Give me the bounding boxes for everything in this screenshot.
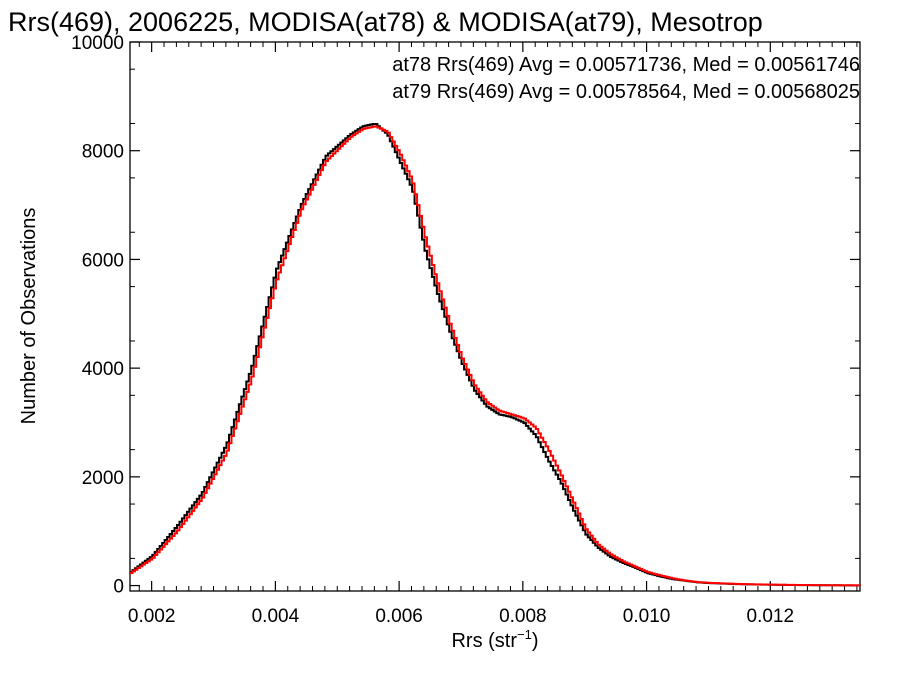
y-tick-label: 2000 [82,468,124,489]
y-axis: 0 2000 4000 6000 8000 10000 [71,33,860,598]
y-axis-label: Number of Observations [18,208,40,425]
y-tick-label: 0 [113,577,124,598]
y-tick-label: 4000 [82,359,124,380]
y-tick-label: 8000 [82,142,124,163]
x-axis-label-sup: −1 [517,627,532,642]
legend-entry-at79: at79 Rrs(469) Avg = 0.00578564, Med = 0.… [392,81,860,103]
x-axis-label-close: ) [532,630,539,652]
series-at79-line [130,125,861,587]
x-tick-label: 0.010 [623,606,671,627]
series-group [130,122,861,587]
x-axis-label: Rrs (str−1) [451,627,538,652]
series-at78-line [130,122,861,587]
x-axis-label-text: Rrs (str [451,630,517,652]
plot-frame [129,41,861,592]
x-tick-label: 0.004 [252,606,300,627]
x-tick-label: 0.002 [128,606,176,627]
legend-entry-at78: at78 Rrs(469) Avg = 0.00571736, Med = 0.… [392,54,860,76]
x-tick-label: 0.012 [747,606,795,627]
y-tick-label: 10000 [71,33,124,54]
x-tick-label: 0.008 [499,606,547,627]
y-tick-label: 6000 [82,250,124,271]
x-tick-label: 0.006 [375,606,423,627]
x-axis: 0.002 0.004 0.006 0.008 0.010 0.012 [128,42,858,627]
chart-title: Rrs(469), 2006225, MODISA(at78) & MODISA… [8,7,763,37]
plot-area: 0.002 0.004 0.006 0.008 0.010 0.012 0 2000 4000… [71,33,861,627]
